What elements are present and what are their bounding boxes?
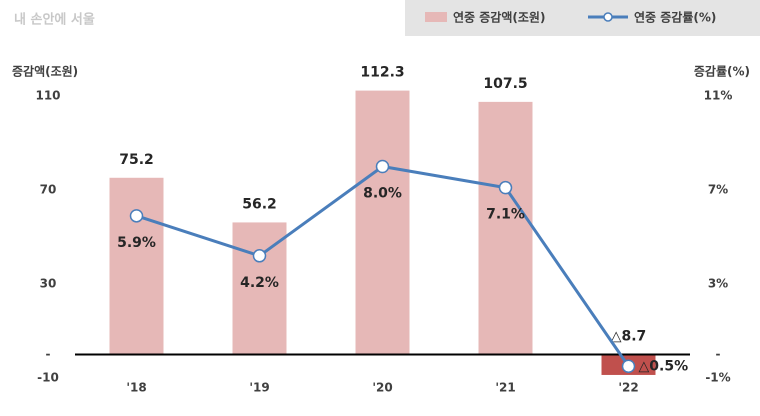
y2-tick-label: 11% [704, 89, 733, 103]
x-tick-label: '21 [495, 381, 515, 395]
bar-value-label: 75.2 [119, 152, 154, 168]
legend-marker [603, 12, 613, 22]
bar [478, 101, 533, 355]
y-axis-label: 증감액(조원) [12, 64, 78, 79]
x-tick-label: '22 [618, 381, 638, 395]
x-tick-label: '19 [249, 381, 269, 395]
legend-swatch [425, 12, 447, 22]
y-tick-label: 110 [35, 89, 60, 103]
y-tick-label: - [46, 347, 51, 361]
y2-tick-label: 7% [708, 183, 728, 197]
legend-box [405, 0, 760, 36]
line-value-label: 7.1% [486, 207, 525, 223]
y-tick-label: -10 [37, 371, 59, 385]
line-value-label: 4.2% [240, 275, 279, 291]
y2-tick-label: - [716, 347, 721, 361]
y2-axis-label: 증감률(%) [694, 64, 750, 79]
line-point [129, 209, 144, 223]
y2-tick-label: -1% [705, 371, 730, 385]
bar-value-label: 107.5 [483, 76, 527, 92]
x-tick-label: '20 [372, 381, 392, 395]
line-value-label: 5.9% [117, 235, 156, 251]
legend-label: 연중 증감액(조원) [453, 10, 545, 25]
line-point [621, 359, 636, 373]
line-point [375, 159, 390, 174]
y-tick-label: 70 [40, 183, 57, 197]
line-point [252, 249, 267, 263]
watermark: 내 손안에 서울 [14, 12, 95, 28]
bar-value-label: 112.3 [360, 65, 404, 81]
bar-value-label: 56.2 [242, 196, 277, 212]
legend-label: 연중 증감률(%) [634, 10, 716, 25]
line-value-label: 8.0% [363, 186, 402, 202]
x-tick-label: '18 [126, 381, 146, 395]
bar [355, 90, 410, 355]
y2-tick-label: 3% [708, 277, 728, 291]
bar [109, 177, 164, 355]
line-value-label: △0.5% [639, 358, 689, 374]
bar-value-label: △8.7 [611, 329, 647, 345]
y-tick-label: 30 [40, 277, 57, 291]
line-point [498, 180, 513, 195]
